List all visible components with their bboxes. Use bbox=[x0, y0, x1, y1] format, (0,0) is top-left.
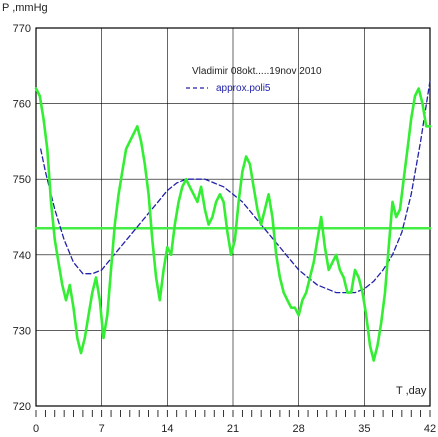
x-tick-label: 35 bbox=[358, 423, 370, 435]
annotation-source: Vladimir 08okt.....19nov 2010 bbox=[192, 66, 322, 77]
legend-label-approx: approx.poli5 bbox=[216, 83, 271, 94]
plot-frame bbox=[35, 27, 431, 407]
axis-ticks: 0 7 14 21 28 35 42 720 730 740 750 760 770 bbox=[13, 23, 436, 435]
x-tick-label: 21 bbox=[227, 423, 239, 435]
x-axis-label: T ,day bbox=[396, 385, 427, 397]
y-axis-label: P ,mmHg bbox=[2, 2, 48, 14]
y-tick-label: 730 bbox=[13, 325, 31, 337]
y-tick-label: 750 bbox=[13, 174, 31, 186]
x-tick-label: 14 bbox=[161, 423, 173, 435]
y-tick-label: 760 bbox=[13, 99, 31, 111]
y-tick-label: 740 bbox=[13, 250, 31, 262]
x-tick-label: 42 bbox=[424, 423, 436, 435]
series-approx-poli5-line bbox=[40, 80, 431, 294]
x-tick-label: 0 bbox=[33, 423, 39, 435]
y-tick-label: 770 bbox=[13, 23, 31, 35]
x-tick-label: 7 bbox=[99, 423, 105, 435]
series-pressure-line bbox=[34, 87, 432, 362]
x-tick-label: 28 bbox=[293, 423, 305, 435]
series-layer bbox=[34, 80, 432, 362]
y-tick-label: 720 bbox=[13, 401, 31, 413]
